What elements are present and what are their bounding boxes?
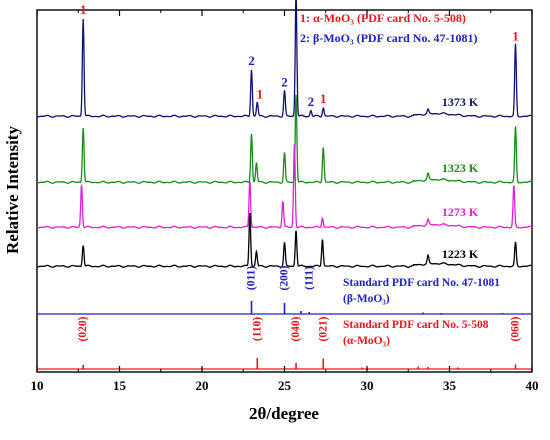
x-tick-label: 15 [113,378,127,393]
peak-label: 1 [80,2,87,17]
peak-label: 2 [248,53,255,68]
series-line-1223 [36,213,533,268]
series-line-1373 [36,0,533,118]
miller-index-label: (020) [77,316,89,341]
miller-index-label: (111) [303,266,315,290]
peak-label: 1 [257,86,264,101]
x-tick-label: 20 [196,378,209,393]
x-tick-label: 30 [361,378,374,393]
miller-index-label: (200) [279,265,291,290]
series-label-1273: 1273 K [442,205,479,219]
plot-frame [36,9,533,373]
peak-label: 1 [512,29,519,44]
peak-label: 1 [320,91,327,106]
peak-label: 2 [308,94,315,109]
series-line-1323 [36,94,533,184]
series-line-1273 [36,144,533,229]
series-label-1373: 1373 K [442,95,479,109]
miller-index-label: (021) [317,316,329,341]
x-axis-ticks: 10 15 20 25 30 35 40 [31,10,539,393]
x-tick-label: 10 [31,378,44,393]
miller-index-label: (011) [246,266,258,290]
ref-alpha-subtitle: (α-MoO₃) [343,335,390,347]
x-tick-label: 25 [278,378,292,393]
series-label-1323: 1323 K [442,161,479,175]
series-label-1223: 1223 K [442,247,479,261]
ref-alpha-title: Standard PDF card No. 5-508 [343,319,489,331]
peak-label: 2 [281,75,288,90]
legend-item-alpha: 1: α-MoO₃ (PDF card No. 5-508) [300,11,466,25]
miller-index-label: (060) [510,316,522,341]
miller-index-label: (110) [251,317,263,341]
ref-beta-subtitle: (β-MoO₃) [343,293,390,305]
y-axis-title: Relative Intensity [3,126,22,254]
x-axis-title: 2θ/degree [249,404,319,423]
x-tick-label: 40 [526,378,539,393]
x-tick-label: 35 [443,378,457,393]
ref-beta-title: Standard PDF card No. 47-1081 [343,277,500,289]
legend-item-beta: 2: β-MoO₃ (PDF card No. 47-1081) [300,31,477,45]
miller-index-label: (040) [290,316,302,341]
